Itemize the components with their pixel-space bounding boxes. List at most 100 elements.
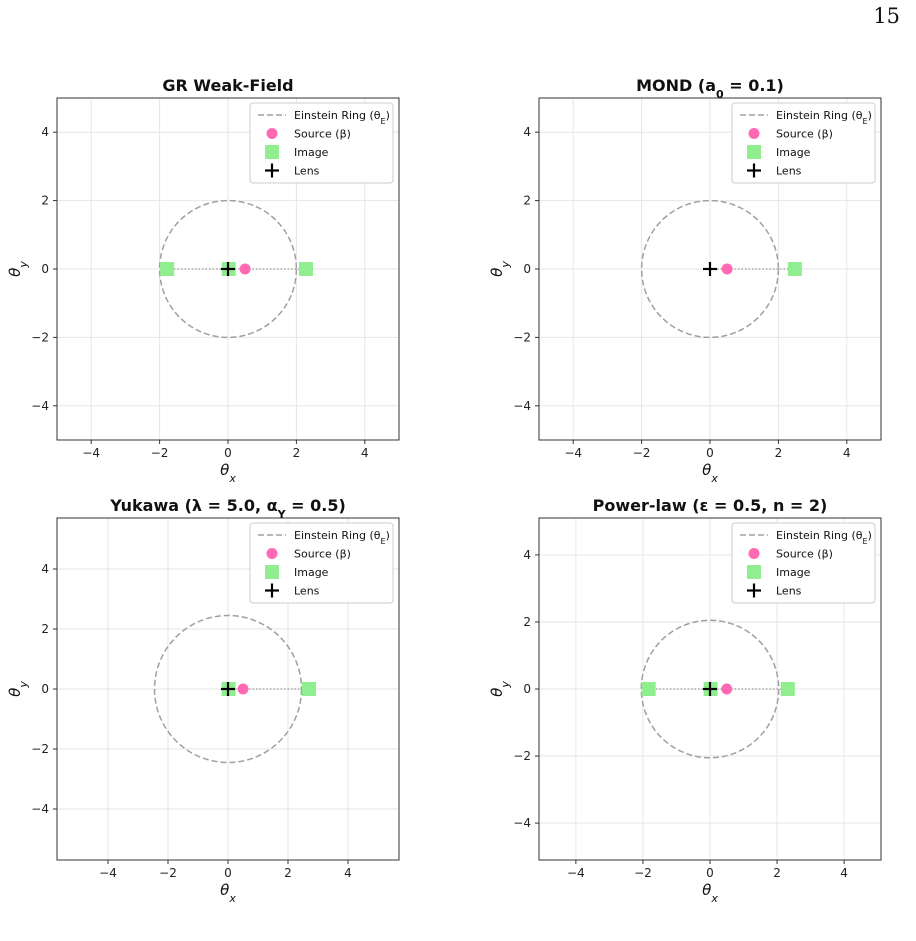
- legend-label-source: Source (β): [294, 128, 351, 141]
- plot-content: [640, 199, 802, 339]
- y-tick-label: 0: [523, 262, 531, 276]
- x-tick-label: 2: [284, 866, 292, 880]
- y-tick-label: −4: [513, 816, 531, 830]
- legend-image-swatch: [265, 565, 279, 579]
- x-axis-label: θx: [220, 881, 236, 905]
- y-tick-label: −2: [513, 749, 531, 763]
- image-marker: [160, 262, 175, 276]
- plot-content: [640, 619, 795, 759]
- x-tick-label: 2: [293, 446, 301, 460]
- y-tick-label: −2: [31, 330, 49, 344]
- y-axis-label: θy: [488, 261, 512, 277]
- caption-fragment: [0, 914, 916, 941]
- legend: Einstein Ring (θE) Source (β) Image Lens: [249, 522, 394, 604]
- image-marker: [641, 682, 656, 696]
- y-tick-label: 0: [41, 262, 49, 276]
- legend-label-ring: Einstein Ring (θE): [776, 529, 872, 546]
- x-tick-label: 2: [775, 446, 783, 460]
- x-tick-label: −4: [99, 866, 117, 880]
- y-tick-label: 2: [523, 194, 531, 208]
- x-tick-label: 2: [773, 866, 781, 880]
- y-tick-label: 2: [523, 615, 531, 629]
- legend-label-ring: Einstein Ring (θE): [294, 529, 390, 546]
- x-tick-label: 4: [840, 866, 848, 880]
- x-tick-label: 4: [344, 866, 352, 880]
- x-tick-label: 0: [706, 446, 714, 460]
- x-tick-label: −2: [151, 446, 169, 460]
- image-marker: [787, 262, 802, 276]
- legend-box: [249, 102, 394, 184]
- image-marker: [298, 262, 313, 276]
- legend: Einstein Ring (θE) Source (β) Image Lens: [731, 102, 876, 184]
- legend-image-swatch: [747, 145, 761, 159]
- legend-box: [249, 522, 394, 604]
- legend-source-swatch: [266, 128, 278, 139]
- y-axis-label: θy: [6, 681, 30, 697]
- source-marker: [239, 263, 251, 275]
- legend-image-swatch: [265, 145, 279, 159]
- legend-box: [731, 522, 876, 604]
- legend: Einstein Ring (θE) Source (β) Image Lens: [249, 102, 394, 184]
- panel-yukawa: −4 −2 0 2 4 −4 −2 0 2 4 Yukawa (λ = 5.0, αY = 0.5)…: [6, 496, 400, 905]
- y-tick-label: −4: [513, 399, 531, 413]
- chart-title: Yukawa (λ = 5.0, αY = 0.5): [109, 496, 346, 521]
- x-tick-label: −2: [634, 866, 652, 880]
- x-tick-label: −4: [564, 446, 582, 460]
- page-number: 15: [873, 4, 900, 28]
- legend-label-lens: Lens: [294, 585, 320, 598]
- legend-label-ring: Einstein Ring (θE): [294, 109, 390, 126]
- y-tick-label: 0: [41, 682, 49, 696]
- y-tick-label: −2: [31, 742, 49, 756]
- legend-source-swatch: [266, 548, 278, 559]
- legend-image-swatch: [747, 565, 761, 579]
- x-tick-label: −4: [82, 446, 100, 460]
- panel-power-law: −4 −2 0 2 4 −4 −2 0 2 4 Power-law (ε = 0.5, n = 2)…: [488, 496, 882, 905]
- x-tick-label: 4: [361, 446, 369, 460]
- source-marker: [721, 263, 733, 275]
- y-axis-label: θy: [6, 261, 30, 277]
- legend-label-image: Image: [294, 146, 329, 159]
- y-tick-label: 4: [523, 548, 531, 562]
- legend-label-lens: Lens: [776, 165, 802, 178]
- legend-source-swatch: [748, 128, 760, 139]
- einstein-ring: [158, 199, 298, 339]
- legend-box: [731, 102, 876, 184]
- chart-title: MOND (a0 = 0.1): [636, 76, 784, 101]
- legend: Einstein Ring (θE) Source (β) Image Lens: [731, 522, 876, 604]
- x-axis-label: θx: [702, 881, 718, 905]
- plot-content: [158, 199, 313, 339]
- x-tick-label: −2: [633, 446, 651, 460]
- y-tick-label: −4: [31, 802, 49, 816]
- panel-mond: −4 −2 0 2 4 −4 −2 0 2 4 MOND (a0 = 0.1) θx θy Einstei…: [488, 76, 882, 485]
- plot-content: [153, 614, 316, 764]
- y-tick-label: 2: [41, 622, 49, 636]
- x-tick-label: 0: [224, 446, 232, 460]
- legend-label-lens: Lens: [776, 585, 802, 598]
- x-tick-label: −4: [567, 866, 585, 880]
- y-tick-label: −4: [31, 399, 49, 413]
- panel-gr-weak-field: −4 −2 0 2 4 −4 −2 0 2 4 GR Weak-Field θx θy Einstein …: [6, 76, 400, 485]
- x-tick-label: 0: [224, 866, 232, 880]
- legend-label-source: Source (β): [776, 548, 833, 561]
- image-marker: [780, 682, 795, 696]
- x-axis-label: θx: [702, 461, 718, 485]
- source-marker: [721, 683, 733, 695]
- legend-label-source: Source (β): [294, 548, 351, 561]
- chart-title: GR Weak-Field: [162, 76, 293, 95]
- y-tick-label: 4: [523, 125, 531, 139]
- legend-label-image: Image: [776, 566, 811, 579]
- y-tick-label: 0: [523, 682, 531, 696]
- x-axis-label: θx: [220, 461, 236, 485]
- y-tick-label: −2: [513, 330, 531, 344]
- image-marker: [302, 682, 316, 696]
- y-tick-label: 2: [41, 194, 49, 208]
- legend-label-lens: Lens: [294, 165, 320, 178]
- legend-label-image: Image: [776, 146, 811, 159]
- einstein-ring: [640, 199, 780, 339]
- x-tick-label: 4: [843, 446, 851, 460]
- chart-title: Power-law (ε = 0.5, n = 2): [593, 496, 828, 515]
- x-tick-label: 0: [706, 866, 714, 880]
- legend-label-ring: Einstein Ring (θE): [776, 109, 872, 126]
- einstein-ring: [640, 619, 780, 759]
